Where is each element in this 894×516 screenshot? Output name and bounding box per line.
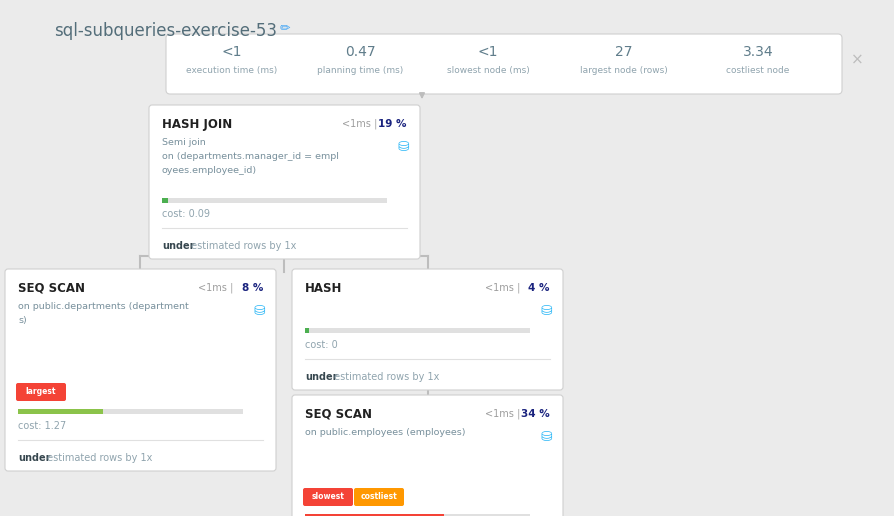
Text: on public.employees (employees): on public.employees (employees) [305,428,465,437]
Text: <1ms: <1ms [485,409,513,419]
Text: <1ms: <1ms [198,283,227,293]
Text: estimated rows by 1x: estimated rows by 1x [331,372,439,382]
Bar [18,410,104,414]
Text: planning time (ms): planning time (ms) [316,66,402,74]
Text: 3.34: 3.34 [742,45,772,59]
FancyBboxPatch shape [354,488,403,506]
FancyBboxPatch shape [291,269,562,390]
Text: 34 %: 34 % [520,409,550,419]
Bar [305,329,309,333]
Text: s): s) [18,316,27,325]
Bar [162,198,168,202]
Text: cost: 0.09: cost: 0.09 [162,209,210,219]
Text: estimated rows by 1x: estimated rows by 1x [44,453,152,463]
Text: on public.departments (department: on public.departments (department [18,302,189,311]
Text: under: under [162,241,194,251]
Text: <1ms: <1ms [342,119,371,129]
Text: estimated rows by 1x: estimated rows by 1x [188,241,296,251]
Text: ✏: ✏ [280,22,291,35]
Text: 0.47: 0.47 [344,45,375,59]
Text: cost: 1.27: cost: 1.27 [18,421,66,431]
Text: oyees.employee_id): oyees.employee_id) [162,166,257,175]
Text: <1ms: <1ms [485,283,513,293]
FancyBboxPatch shape [148,105,419,259]
Text: largest node (rows): largest node (rows) [579,66,667,74]
Bar [162,198,386,202]
FancyBboxPatch shape [5,269,275,471]
Text: SEQ SCAN: SEQ SCAN [305,408,372,421]
FancyBboxPatch shape [291,395,562,516]
Text: ⛁: ⛁ [397,139,409,153]
Text: Semi join: Semi join [162,138,206,147]
Bar [305,329,529,333]
Text: |: | [513,409,523,419]
Text: |: | [227,283,236,293]
Text: |: | [371,119,380,129]
FancyBboxPatch shape [165,34,841,94]
Text: 19 %: 19 % [378,119,407,129]
Text: HASH: HASH [305,282,342,295]
Text: ⛁: ⛁ [253,303,265,317]
Text: 8 %: 8 % [241,283,263,293]
Text: under: under [18,453,50,463]
Text: execution time (ms): execution time (ms) [186,66,277,74]
Bar [18,410,243,414]
FancyBboxPatch shape [16,383,66,401]
Text: SEQ SCAN: SEQ SCAN [18,282,85,295]
Text: |: | [513,283,523,293]
Bar [305,514,529,516]
Text: 4 %: 4 % [528,283,550,293]
Text: <1: <1 [477,45,498,59]
Text: slowest node (ms): slowest node (ms) [446,66,528,74]
Text: cost: 0: cost: 0 [305,340,337,350]
Text: on (departments.manager_id = empl: on (departments.manager_id = empl [162,152,339,161]
Text: 27: 27 [614,45,632,59]
Text: ⛁: ⛁ [540,303,552,317]
Text: HASH JOIN: HASH JOIN [162,118,232,131]
Text: under: under [305,372,337,382]
Text: slowest: slowest [311,492,344,502]
Bar [305,514,444,516]
Text: <1: <1 [222,45,242,59]
Text: sql-subqueries-exercise-53: sql-subqueries-exercise-53 [54,22,276,40]
FancyBboxPatch shape [303,488,352,506]
Text: largest: largest [26,388,56,396]
Text: costliest node: costliest node [726,66,789,74]
Text: costliest: costliest [360,492,397,502]
Text: ⛁: ⛁ [540,429,552,443]
Text: ×: × [849,53,863,68]
